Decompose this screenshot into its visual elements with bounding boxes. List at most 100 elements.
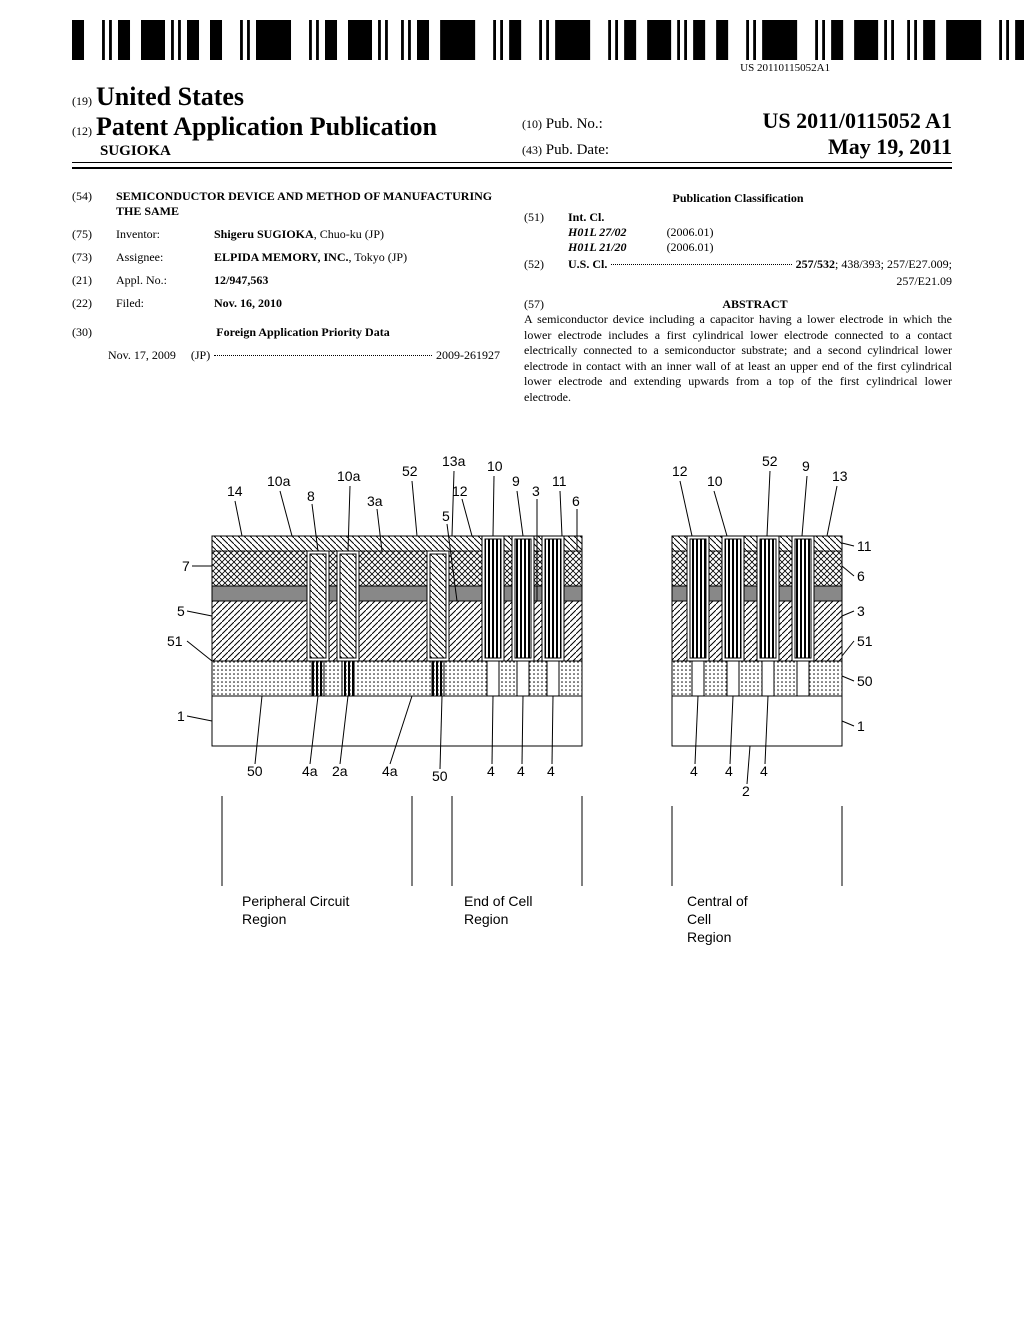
region-endcell-2: Region bbox=[464, 911, 508, 927]
ref-12: 12 bbox=[452, 483, 468, 499]
appl-value: 12/947,563 bbox=[214, 273, 500, 288]
region-central-2: Cell bbox=[687, 911, 711, 927]
appl-code: (21) bbox=[72, 273, 108, 288]
inventor-label: Inventor: bbox=[116, 227, 206, 242]
priority-country: (JP) bbox=[191, 348, 210, 362]
ref-3: 3 bbox=[532, 483, 540, 499]
ref-6: 6 bbox=[572, 493, 580, 509]
ref-r-51: 51 bbox=[857, 633, 873, 649]
uscl-main: 257/532 bbox=[796, 257, 835, 271]
intcl-edition-0: (2006.01) bbox=[667, 225, 714, 240]
inventor-residence: , Chuo-ku (JP) bbox=[314, 227, 384, 241]
ref-r-12: 12 bbox=[672, 463, 688, 479]
ref-10: 10 bbox=[487, 458, 503, 474]
ref-rb-4: 4 bbox=[690, 763, 698, 779]
uscl-field: (52) U.S. Cl. 257/532; 438/393; 257/E27.… bbox=[524, 257, 952, 272]
ref-5: 5 bbox=[177, 603, 185, 619]
pub-no-label: Pub. No.: bbox=[546, 116, 603, 132]
pub-date-code: (43) bbox=[522, 143, 542, 157]
uscl-label: U.S. Cl. bbox=[568, 257, 607, 272]
patent-figure: 7 5 51 1 14 10a 8 10a 3a 52 bbox=[72, 436, 952, 961]
appl-label: Appl. No.: bbox=[116, 273, 206, 288]
inventor-name: Shigeru SUGIOKA bbox=[214, 227, 314, 241]
abstract-label: ABSTRACT bbox=[563, 297, 947, 312]
header: (19) United States (12) Patent Applicati… bbox=[72, 82, 952, 160]
authority-code: (19) bbox=[72, 94, 92, 108]
inventor-field: (75) Inventor: Shigeru SUGIOKA, Chuo-ku … bbox=[72, 227, 500, 242]
ref-10a: 10a bbox=[267, 473, 291, 489]
ref-2a: 2a bbox=[332, 763, 348, 779]
ref-4a-2: 4a bbox=[382, 763, 398, 779]
ref-50: 50 bbox=[247, 763, 263, 779]
ref-5-top: 5 bbox=[442, 508, 450, 524]
ref-r-52: 52 bbox=[762, 453, 778, 469]
pub-no-code: (10) bbox=[522, 117, 542, 131]
priority-number: 2009-261927 bbox=[436, 348, 500, 363]
ref-rb-2: 2 bbox=[742, 783, 750, 799]
intcl-label: Int. Cl. bbox=[568, 210, 952, 225]
filed-code: (22) bbox=[72, 296, 108, 311]
ref-11: 11 bbox=[552, 473, 567, 489]
abstract-text: A semiconductor device including a capac… bbox=[524, 312, 952, 406]
uscl-line2: 257/E21.09 bbox=[524, 274, 952, 289]
region-central: Central of bbox=[687, 893, 748, 909]
ref-10a-2: 10a bbox=[337, 468, 361, 484]
applicant-name: SUGIOKA bbox=[100, 143, 171, 159]
intcl-field: (51) Int. Cl. H01L 27/02 (2006.01) H01L … bbox=[524, 210, 952, 255]
ref-4: 4 bbox=[487, 763, 495, 779]
filed-label: Filed: bbox=[116, 296, 206, 311]
ref-rb-4-3: 4 bbox=[760, 763, 768, 779]
title-text: SEMICONDUCTOR DEVICE AND METHOD OF MANUF… bbox=[116, 189, 500, 219]
barcode-lines: ▌║▌█║▌▌║█▌║▌█║║▌█▌║▌║█▌║▌█║▌▌║█▌║▌█║║▌█▌… bbox=[72, 20, 1024, 60]
pub-no: US 2011/0115052 A1 bbox=[763, 108, 952, 134]
priority-code: (30) bbox=[72, 325, 108, 340]
priority-row: Nov. 17, 2009 (JP) 2009-261927 bbox=[108, 348, 500, 363]
barcode-block: ▌║▌█║▌▌║█▌║▌█║║▌█▌║▌║█▌║▌█║▌▌║█▌║▌█║║▌█▌… bbox=[72, 20, 952, 76]
intcl-row-1: H01L 21/20 (2006.01) bbox=[568, 240, 952, 255]
region-endcell: End of Cell bbox=[464, 893, 532, 909]
ref-4-3: 4 bbox=[547, 763, 555, 779]
assignee-name: ELPIDA MEMORY, INC. bbox=[214, 250, 348, 264]
ref-13a: 13a bbox=[442, 453, 466, 469]
intcl-code: (51) bbox=[524, 210, 560, 255]
authority: United States bbox=[96, 82, 244, 111]
uscl-rest: ; 438/393; 257/E27.009; bbox=[835, 257, 952, 271]
ref-r-3: 3 bbox=[857, 603, 865, 619]
assignee-residence: , Tokyo (JP) bbox=[348, 250, 407, 264]
appl-no-field: (21) Appl. No.: 12/947,563 bbox=[72, 273, 500, 288]
ref-rb-4-2: 4 bbox=[725, 763, 733, 779]
ref-r-1: 1 bbox=[857, 718, 865, 734]
ref-7: 7 bbox=[182, 558, 190, 574]
bibliographic-data: (54) SEMICONDUCTOR DEVICE AND METHOD OF … bbox=[72, 181, 952, 406]
classification-title: Publication Classification bbox=[524, 191, 952, 206]
priority-date: Nov. 17, 2009 bbox=[108, 348, 176, 362]
ref-r-6: 6 bbox=[857, 568, 865, 584]
barcode-number: US 20110115052A1 bbox=[72, 62, 1024, 74]
ref-14: 14 bbox=[227, 483, 243, 499]
assignee-field: (73) Assignee: ELPIDA MEMORY, INC., Toky… bbox=[72, 250, 500, 265]
intcl-edition-1: (2006.01) bbox=[667, 240, 714, 255]
intcl-row-0: H01L 27/02 (2006.01) bbox=[568, 225, 952, 240]
ref-52: 52 bbox=[402, 463, 418, 479]
ref-51: 51 bbox=[167, 633, 183, 649]
ref-r-50: 50 bbox=[857, 673, 873, 689]
region-peripheral: Peripheral Circuit bbox=[242, 893, 349, 909]
ref-r-11: 11 bbox=[857, 538, 872, 554]
ref-9: 9 bbox=[512, 473, 520, 489]
assignee-label: Assignee: bbox=[116, 250, 206, 265]
region-peripheral-2: Region bbox=[242, 911, 286, 927]
ref-r-13: 13 bbox=[832, 468, 848, 484]
ref-1: 1 bbox=[177, 708, 185, 724]
doc-type-code: (12) bbox=[72, 124, 92, 138]
region-central-3: Region bbox=[687, 929, 731, 945]
inventor-code: (75) bbox=[72, 227, 108, 242]
assignee-code: (73) bbox=[72, 250, 108, 265]
ref-8: 8 bbox=[307, 488, 315, 504]
intcl-symbol-0: H01L 27/02 bbox=[568, 225, 627, 240]
pub-date: May 19, 2011 bbox=[828, 134, 952, 160]
intcl-symbol-1: H01L 21/20 bbox=[568, 240, 627, 255]
abstract-code: (57) bbox=[524, 297, 560, 312]
uscl-code: (52) bbox=[524, 257, 560, 272]
doc-type: Patent Application Publication bbox=[96, 112, 437, 141]
filed-value: Nov. 16, 2010 bbox=[214, 296, 500, 311]
